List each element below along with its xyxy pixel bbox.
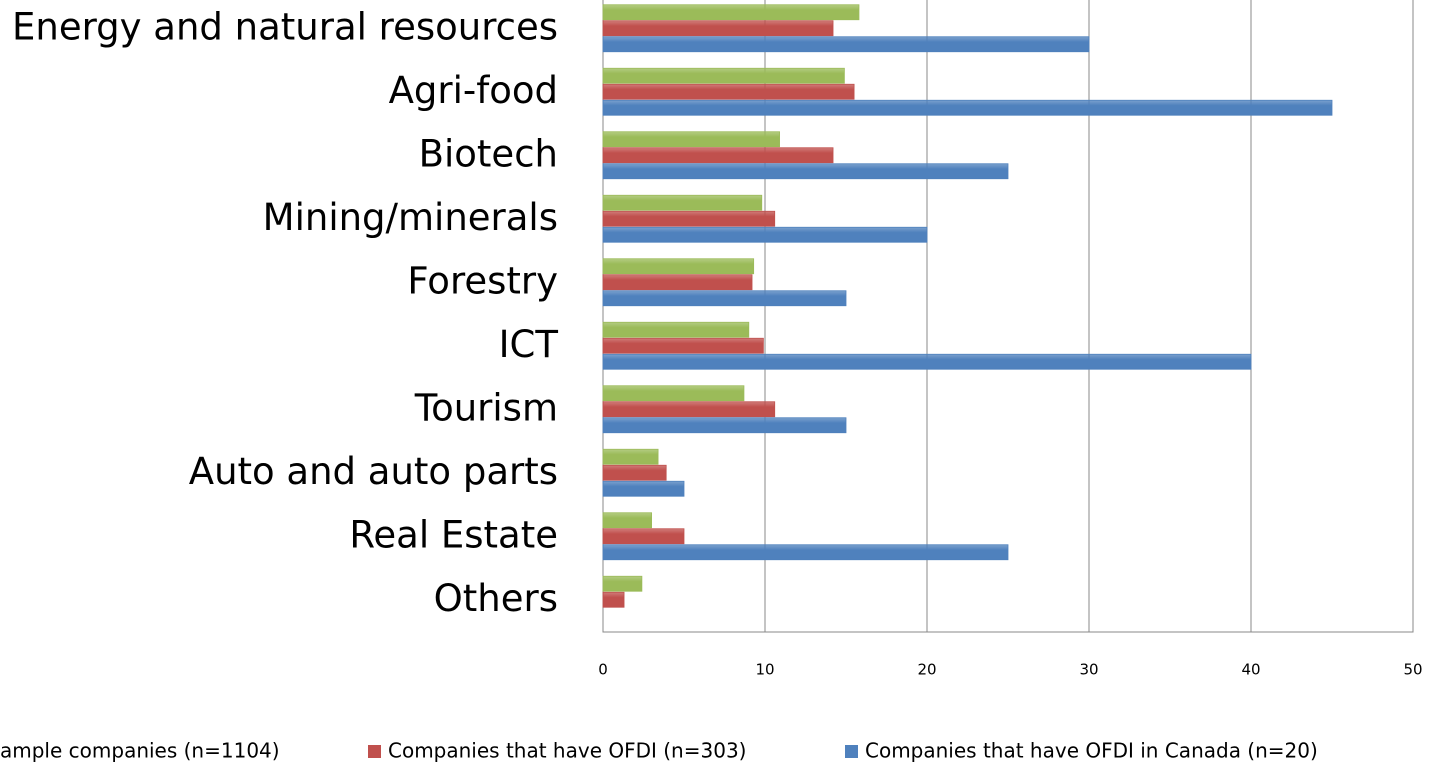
bar (602, 83, 855, 100)
bar (602, 210, 776, 227)
bar (602, 337, 764, 354)
bar (602, 258, 755, 275)
legend-label: ample companies (n=1104) (0, 739, 280, 763)
x-tick-label: 50 (1403, 661, 1422, 679)
legend-label: Companies that have OFDI in Canada (n=20… (865, 739, 1318, 763)
bar (602, 67, 845, 84)
bar (602, 448, 659, 465)
category-label: Others (434, 577, 558, 620)
legend-swatch (368, 745, 381, 758)
bar (602, 464, 667, 481)
bar (602, 544, 1009, 561)
bar (602, 591, 625, 608)
bar (602, 528, 685, 545)
category-label: Agri-food (389, 69, 558, 112)
bar (602, 274, 753, 291)
x-tick-label: 20 (917, 661, 936, 679)
category-label: Auto and auto parts (189, 450, 558, 493)
bar (602, 147, 834, 164)
bar (602, 512, 652, 529)
bar (602, 36, 1090, 53)
bar (602, 353, 1252, 370)
category-label: ICT (499, 323, 559, 366)
bar (602, 226, 928, 243)
bar (602, 290, 847, 307)
category-label: Real Estate (349, 513, 558, 556)
bar (602, 417, 847, 434)
bar (602, 575, 643, 592)
category-label: Energy and natural resources (12, 5, 558, 48)
bar (602, 163, 1009, 180)
bar (602, 385, 745, 402)
legend-swatch (845, 745, 858, 758)
legend-label: Companies that have OFDI (n=303) (388, 739, 746, 763)
bar (602, 480, 685, 497)
bar (602, 401, 776, 418)
bar (602, 20, 834, 37)
category-label: Biotech (419, 132, 558, 175)
x-tick-label: 40 (1241, 661, 1260, 679)
category-label: Mining/minerals (263, 196, 558, 239)
category-label: Forestry (407, 259, 558, 302)
x-tick-label: 0 (598, 661, 608, 679)
bar (602, 4, 860, 21)
bar (602, 194, 763, 211)
x-tick-label: 30 (1079, 661, 1098, 679)
bar (602, 99, 1333, 116)
bar (602, 321, 750, 338)
x-tick-label: 10 (755, 661, 774, 679)
category-label: Tourism (414, 386, 558, 429)
bar (602, 131, 780, 148)
